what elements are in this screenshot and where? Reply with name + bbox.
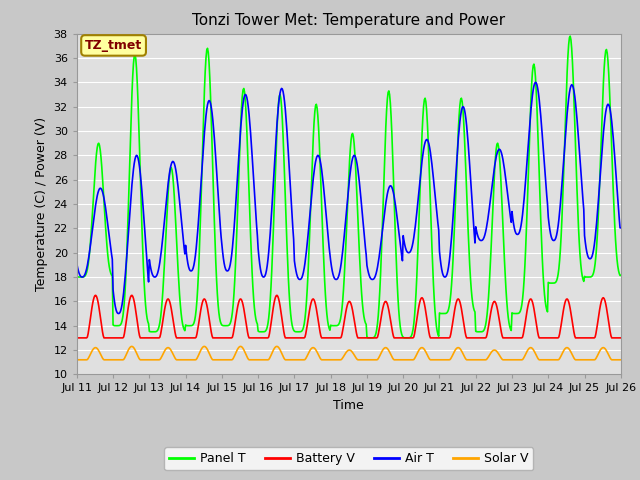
Air T (448, 235, 456, 240)
Air T (532, 79, 540, 85)
Air T (216, 225, 224, 230)
Air T (193, 238, 201, 243)
Legend: Panel T, Battery V, Air T, Solar V: Panel T, Battery V, Air T, Solar V (164, 447, 533, 470)
X-axis label: Time: Time (333, 399, 364, 412)
Battery V (216, 335, 224, 341)
Line: Battery V: Battery V (77, 295, 621, 338)
Air T (341, 224, 349, 230)
Air T (568, 83, 576, 88)
Panel T (340, 274, 348, 280)
Solar V (448, 354, 456, 360)
Panel T (617, 273, 625, 278)
Air T (115, 311, 122, 316)
Line: Solar V: Solar V (77, 347, 621, 360)
Line: Panel T: Panel T (77, 36, 621, 338)
Solar V (394, 357, 402, 363)
Air T (394, 221, 402, 227)
Battery V (448, 327, 456, 333)
Panel T (193, 307, 200, 312)
Solar V (617, 357, 625, 363)
Battery V (341, 313, 349, 319)
Air T (617, 225, 625, 231)
Text: TZ_tmet: TZ_tmet (85, 39, 142, 52)
Solar V (568, 351, 575, 357)
Battery V (394, 335, 402, 341)
Panel T (448, 282, 456, 288)
Panel T (566, 33, 574, 39)
Y-axis label: Temperature (C) / Power (V): Temperature (C) / Power (V) (35, 117, 48, 291)
Air T (73, 261, 81, 266)
Solar V (216, 357, 224, 363)
Battery V (92, 292, 100, 298)
Solar V (73, 357, 81, 363)
Panel T (394, 279, 401, 285)
Panel T (73, 274, 81, 279)
Battery V (568, 315, 575, 321)
Panel T (403, 335, 411, 341)
Panel T (568, 59, 576, 65)
Solar V (341, 351, 349, 357)
Solar V (193, 356, 201, 361)
Battery V (193, 331, 201, 337)
Line: Air T: Air T (77, 82, 621, 313)
Title: Tonzi Tower Met: Temperature and Power: Tonzi Tower Met: Temperature and Power (192, 13, 506, 28)
Battery V (73, 335, 81, 341)
Panel T (216, 315, 223, 321)
Solar V (128, 344, 136, 349)
Battery V (617, 335, 625, 341)
